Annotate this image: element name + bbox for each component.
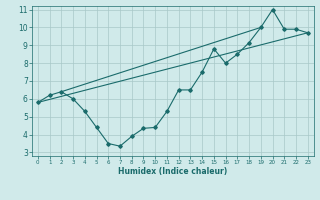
X-axis label: Humidex (Indice chaleur): Humidex (Indice chaleur) — [118, 167, 228, 176]
